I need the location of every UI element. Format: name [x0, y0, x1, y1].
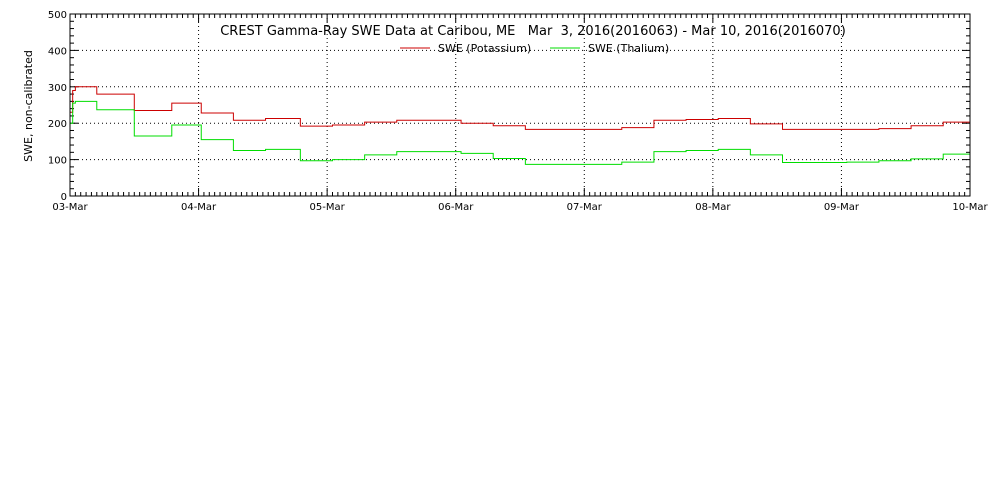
y-axis-label: SWE, non-calibrated: [22, 50, 35, 162]
y-tick-label: 500: [48, 10, 67, 21]
x-tick-label: 08-Mar: [695, 202, 731, 213]
y-tick-label: 200: [48, 119, 67, 130]
legend: SWE (Potassium) SWE (Thalium): [400, 42, 669, 55]
legend-label: SWE (Potassium): [438, 42, 531, 55]
x-axis: 03-Mar 04-Mar 05-Mar 06-Mar 07-Mar 08-Mar 09-M…: [52, 14, 988, 213]
y-tick-label: 300: [48, 83, 67, 94]
plot-frame: [69, 13, 971, 197]
x-tick-label: 03-Mar: [52, 202, 88, 213]
x-tick-label: 04-Mar: [181, 202, 217, 213]
x-tick-label: 05-Mar: [310, 202, 346, 213]
x-tick-label: 10-Mar: [952, 202, 988, 213]
y-tick-label: 400: [48, 46, 67, 57]
y-tick-label: 100: [48, 156, 67, 167]
legend-label: SWE (Thalium): [588, 42, 669, 55]
chart-title: CREST Gamma-Ray SWE Data at Caribou, ME …: [220, 24, 846, 39]
y-tick-label: 0: [61, 192, 67, 203]
x-tick-label: 07-Mar: [567, 202, 603, 213]
series-lines: [70, 86, 970, 165]
x-tick-label: 06-Mar: [438, 202, 474, 213]
series-line-potassium: [70, 86, 970, 130]
series-line-thalium: [70, 100, 970, 165]
x-tick-label: 09-Mar: [824, 202, 860, 213]
